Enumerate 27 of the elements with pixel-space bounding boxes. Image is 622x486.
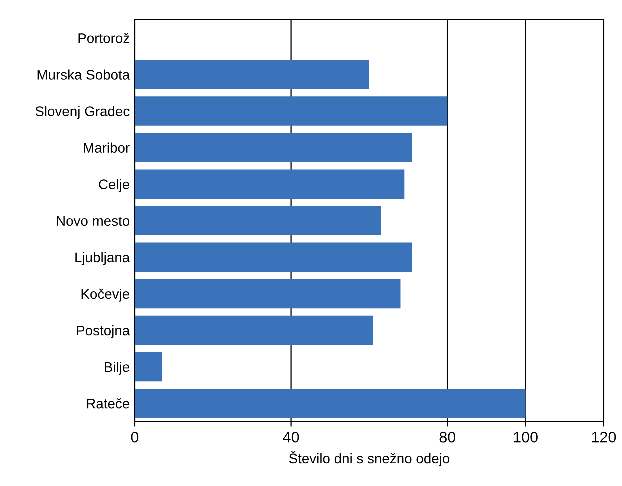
x-tick-label: 100 [514,432,538,443]
y-tick-label: Ljubljana [76,252,130,266]
y-tick-label: Rateče [87,398,130,409]
y-tick-label: Murska Sobota [38,70,130,80]
y-tick-label: Bilje [105,362,130,375]
y-tick-label: Maribor [84,142,130,153]
x-tick-label: 120 [592,432,616,443]
x-tick-label: 40 [283,432,300,443]
bar [134,206,382,236]
x-tick-label: 80 [440,432,456,443]
bar [134,133,412,162]
y-tick-label: Portorož [78,33,130,44]
x-tick-label: 0 [131,432,139,443]
bar [134,170,405,199]
bar [134,96,448,126]
bar [134,352,162,382]
bar [134,60,370,90]
bar [134,316,374,346]
bar [134,279,401,309]
bar [134,242,412,272]
y-tick-label: Kočevje [82,288,130,302]
y-tick-label: Novo mesto [57,216,130,226]
x-axis-title: Število dni s snežno odejo [289,451,450,466]
bar [134,388,526,418]
y-tick-label: Postojna [77,325,130,338]
y-tick-label: Celje [99,179,130,192]
y-tick-label: Slovenj Gradec [36,106,130,120]
